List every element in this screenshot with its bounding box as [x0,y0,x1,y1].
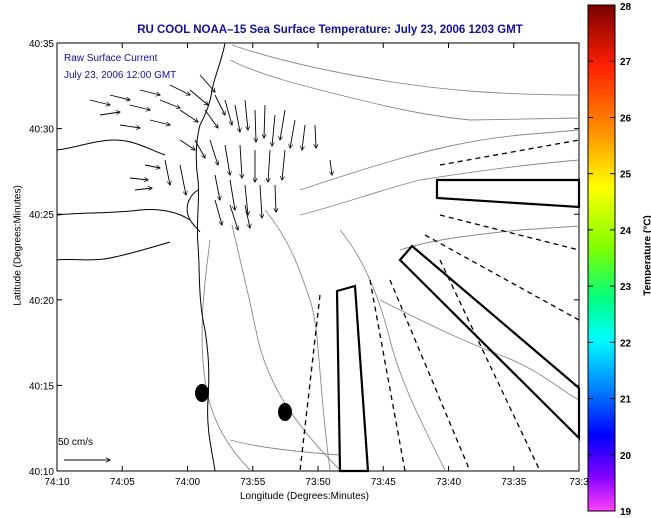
colorbar [587,4,616,512]
cb-tick-label-8: 20 [620,451,632,462]
cb-tick-label-5: 23 [620,282,632,293]
marker-dot-1 [195,384,209,402]
cb-tick-label-3: 25 [620,170,632,181]
legend-line-1: Raw Surface Current [64,53,158,64]
cb-tick-label-2: 26 [620,113,632,124]
plot-frame [56,42,580,472]
x-tick-label-0: 74:10 [44,477,69,488]
cb-tick-label-9: 19 [620,507,632,518]
y-axis-label: Latitude (Degrees:Minutes) [12,185,24,306]
bathymetry-contours [201,44,580,471]
cb-tick-label-6: 22 [620,338,632,349]
y-tick-label-2: 40:25 [29,210,54,221]
scale-label: 50 cm/s [58,437,94,448]
x-tick-label-6: 73:40 [436,477,461,488]
cb-tick-label-7: 21 [620,395,632,406]
y-tick-label-0: 40:35 [29,39,54,50]
colorbar-tick-labels: 28 27 26 25 24 23 22 21 20 19 [620,2,632,518]
chart-title: RU COOL NOAA–15 Sea Surface Temperature:… [137,24,523,36]
x-tick-label-4: 73:50 [305,477,330,488]
x-tick-labels: 74:10 74:05 74:00 73:55 73:50 73:45 73:40 73:35… [44,477,589,488]
colorbar-tick-marks [588,4,615,512]
y-tick-label-1: 40:30 [29,125,54,136]
x-tick-label-1: 74:05 [110,477,135,488]
y-tick-labels: 40:35 40:30 40:25 40:20 40:15 40:10 [29,39,54,478]
y-tick-label-4: 40:15 [29,381,54,392]
x-tick-label-8: 73:3 [569,477,589,488]
cb-tick-label-1: 27 [620,57,632,68]
legend-line-2: July 23, 2006 12:00 GMT [64,70,177,81]
y-tick-marks [57,42,579,472]
cb-tick-label-0: 28 [620,2,632,13]
solid-boxes [335,178,581,473]
x-axis-label: Longitude (Degrees:Minutes) [240,491,369,502]
colorbar-label: Temperature (°C) [642,215,651,296]
x-tick-label-5: 73:45 [371,477,396,488]
y-tick-label-5: 40:10 [29,467,54,478]
x-tick-label-7: 73:35 [501,477,526,488]
dashed-rays [299,139,580,472]
surface-current-vectors [89,74,332,230]
x-tick-label-2: 74:00 [175,477,200,488]
x-tick-marks [56,43,580,471]
marker-dot-2 [278,403,292,421]
x-tick-label-3: 73:55 [240,477,265,488]
y-tick-label-3: 40:20 [29,296,54,307]
cb-tick-label-4: 24 [620,226,632,237]
